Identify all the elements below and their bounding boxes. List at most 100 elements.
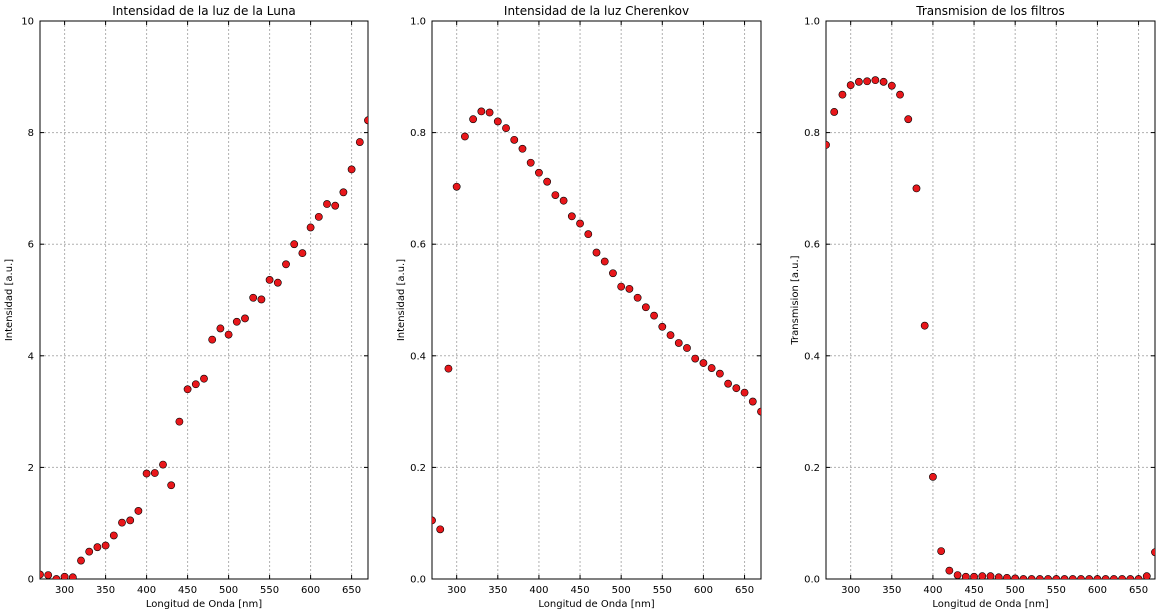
data-point bbox=[658, 322, 667, 331]
y-tick-label: 0.2 bbox=[804, 463, 820, 474]
plot-frame bbox=[825, 20, 1156, 580]
data-point bbox=[1060, 575, 1069, 579]
data-point bbox=[241, 314, 249, 323]
data-point bbox=[896, 90, 904, 99]
data-point bbox=[826, 140, 830, 149]
data-point bbox=[68, 573, 77, 579]
x-tick-label: 350 bbox=[882, 585, 901, 596]
data-point bbox=[683, 344, 691, 352]
chart-panel-1: 300 350 400 450 500 550 600 650 0 2 4 6 8 10 Intensida… bbox=[4, 4, 369, 610]
y-axis-label: Intensidad [a.u.] bbox=[396, 259, 407, 341]
x-axis-label: Longitud de Onda [nm] bbox=[932, 599, 1048, 610]
data-point bbox=[150, 469, 159, 477]
data-point bbox=[699, 359, 708, 367]
data-point bbox=[477, 107, 486, 116]
data-point bbox=[937, 547, 946, 555]
data-point bbox=[871, 76, 880, 85]
data-point bbox=[1019, 575, 1028, 579]
x-tick-label: 650 bbox=[1129, 585, 1148, 596]
x-tick-label: 550 bbox=[653, 585, 672, 596]
x-tick-label: 550 bbox=[260, 585, 279, 596]
data-point bbox=[748, 397, 757, 406]
data-point bbox=[159, 460, 167, 469]
y-tick-label: 0.8 bbox=[804, 128, 820, 139]
data-point bbox=[617, 282, 626, 291]
data-point bbox=[314, 212, 323, 221]
y-tick-label: 0.2 bbox=[410, 463, 426, 474]
plot-frame bbox=[39, 20, 369, 580]
data-point bbox=[904, 115, 913, 124]
y-tick-label: 6 bbox=[28, 240, 34, 251]
data-point bbox=[543, 177, 552, 186]
y-tick-label: 0.6 bbox=[804, 240, 820, 251]
y-tick-label: 1.0 bbox=[410, 17, 426, 28]
y-tick-label: 0.0 bbox=[804, 575, 820, 586]
data-point bbox=[567, 212, 576, 221]
data-point bbox=[929, 472, 937, 481]
data-point bbox=[183, 385, 192, 394]
x-tick-label: 300 bbox=[841, 585, 860, 596]
data-point bbox=[887, 81, 896, 90]
data-point bbox=[978, 572, 987, 579]
x-tick-label: 500 bbox=[1006, 585, 1025, 596]
data-point bbox=[912, 184, 921, 193]
y-tick-label: 8 bbox=[28, 128, 34, 139]
data-point bbox=[306, 223, 315, 232]
data-point bbox=[290, 240, 299, 249]
y-axis-label: Intensidad [a.u.] bbox=[4, 259, 15, 341]
x-tick-label: 450 bbox=[178, 585, 197, 596]
data-point bbox=[142, 469, 151, 478]
data-point bbox=[1101, 575, 1110, 579]
data-point bbox=[52, 575, 61, 579]
x-tick-label: 300 bbox=[55, 585, 74, 596]
y-tick-label: 10 bbox=[21, 17, 34, 28]
data-point bbox=[44, 571, 53, 579]
y-tick-label: 0 bbox=[28, 575, 34, 586]
data-point bbox=[1085, 575, 1094, 579]
data-point bbox=[740, 388, 749, 397]
data-point bbox=[1035, 575, 1044, 579]
y-tick-label: 0.6 bbox=[410, 240, 426, 251]
data-point bbox=[1003, 573, 1011, 579]
y-tick-label: 0.8 bbox=[410, 128, 426, 139]
data-point bbox=[452, 182, 461, 191]
data-point bbox=[282, 260, 290, 269]
data-point bbox=[167, 481, 176, 490]
data-point bbox=[331, 201, 340, 210]
data-point bbox=[863, 77, 872, 86]
x-tick-label: 450 bbox=[571, 585, 590, 596]
data-point bbox=[1109, 575, 1118, 579]
y-tick-label: 2 bbox=[28, 463, 34, 474]
data-point bbox=[707, 364, 716, 372]
data-point bbox=[224, 330, 233, 339]
data-point bbox=[469, 115, 478, 124]
x-tick-label: 500 bbox=[219, 585, 238, 596]
y-axis-label: Transmision [a.u.] bbox=[790, 255, 801, 345]
data-point bbox=[600, 257, 609, 266]
data-point bbox=[650, 311, 658, 320]
data-point bbox=[625, 284, 634, 293]
data-point bbox=[1044, 575, 1052, 579]
data-point bbox=[339, 188, 348, 197]
data-point bbox=[323, 200, 331, 208]
data-point bbox=[633, 293, 642, 302]
data-point bbox=[502, 124, 510, 133]
data-points bbox=[40, 116, 368, 579]
x-tick-label: 350 bbox=[488, 585, 507, 596]
data-point bbox=[920, 321, 929, 330]
data-point bbox=[986, 572, 995, 579]
x-tick-label: 400 bbox=[137, 585, 156, 596]
data-point bbox=[60, 572, 69, 579]
data-point bbox=[134, 507, 143, 515]
data-point bbox=[641, 303, 650, 312]
data-point bbox=[232, 317, 241, 326]
data-point bbox=[535, 168, 543, 177]
chart-title: Intensidad de la luz Cherenkov bbox=[504, 4, 689, 18]
data-point bbox=[576, 219, 584, 228]
data-point bbox=[666, 331, 675, 340]
data-point bbox=[257, 295, 266, 304]
data-point bbox=[584, 230, 593, 239]
data-point bbox=[953, 571, 962, 579]
x-tick-label: 450 bbox=[965, 585, 984, 596]
